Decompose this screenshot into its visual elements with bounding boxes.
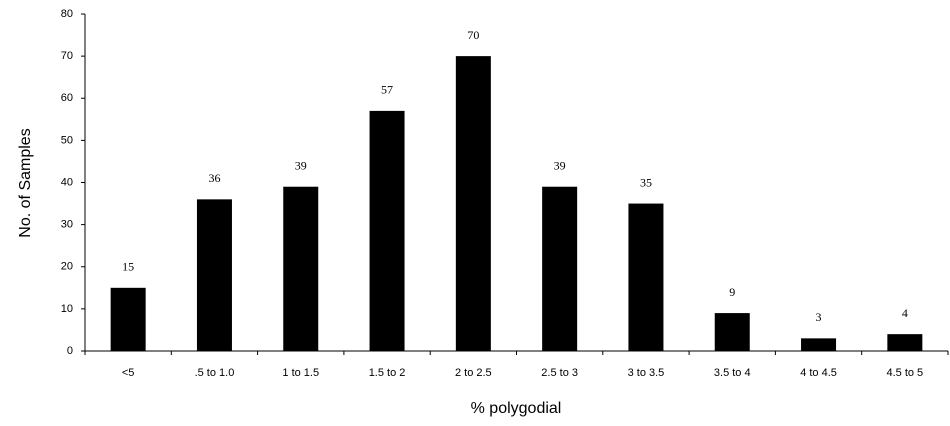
data-label: 36 <box>208 171 220 185</box>
data-label: 4 <box>902 306 908 320</box>
y-axis-title: No. of Samples <box>17 128 34 237</box>
data-label: 39 <box>295 158 307 172</box>
x-tick-label: 2.5 to 3 <box>541 367 578 379</box>
y-tick-label: 20 <box>61 261 73 273</box>
data-label: 57 <box>381 83 393 97</box>
bar <box>887 334 923 351</box>
bar <box>714 313 750 351</box>
bar <box>196 199 232 351</box>
x-tick-label: .5 to 1.0 <box>195 367 235 379</box>
data-label: 39 <box>554 158 566 172</box>
bar <box>801 338 837 351</box>
data-label: 35 <box>640 175 652 189</box>
bar <box>455 56 491 351</box>
x-tick-label: 4.5 to 5 <box>886 367 923 379</box>
x-tick-label: 2 to 2.5 <box>455 367 492 379</box>
y-tick-label: 80 <box>61 8 73 20</box>
bar <box>110 287 146 351</box>
bar <box>369 110 405 351</box>
bar <box>628 203 664 351</box>
bar <box>542 186 578 351</box>
data-label: 3 <box>816 310 822 324</box>
y-tick-label: 50 <box>61 134 73 146</box>
x-tick-label: 1 to 1.5 <box>282 367 319 379</box>
data-label: 70 <box>467 28 479 42</box>
y-tick-label: 40 <box>61 176 73 188</box>
x-tick-label: <5 <box>122 367 135 379</box>
x-tick-label: 3.5 to 4 <box>714 367 751 379</box>
y-tick-label: 10 <box>61 303 73 315</box>
data-label: 15 <box>122 260 134 274</box>
x-tick-label: 3 to 3.5 <box>628 367 665 379</box>
x-tick-label: 1.5 to 2 <box>369 367 406 379</box>
y-tick-label: 30 <box>61 219 73 231</box>
y-tick-label: 60 <box>61 92 73 104</box>
x-axis-title: % polygodial <box>471 400 562 417</box>
bar <box>283 186 319 351</box>
y-tick-label: 0 <box>67 345 73 357</box>
x-tick-label: 4 to 4.5 <box>800 367 837 379</box>
data-label: 9 <box>729 285 735 299</box>
y-tick-label: 70 <box>61 50 73 62</box>
